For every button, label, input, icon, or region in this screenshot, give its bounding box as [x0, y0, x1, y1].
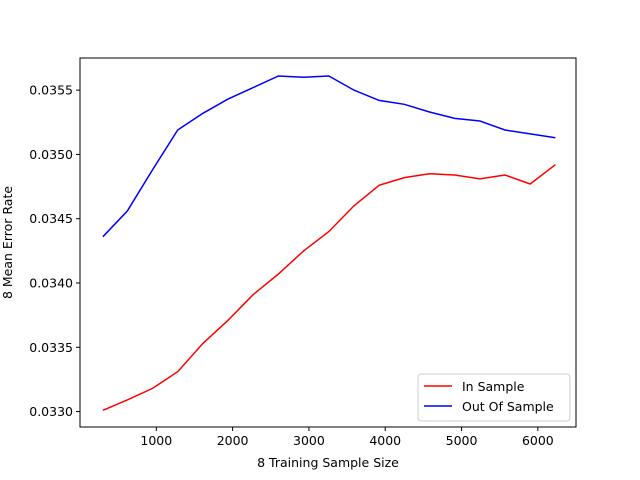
y-tick-label: 0.0340	[29, 276, 73, 291]
y-axis-label: 8 Mean Error Rate	[0, 186, 15, 299]
x-tick-label: 1000	[140, 433, 172, 448]
x-tick-label: 5000	[446, 433, 478, 448]
x-tick-label: 2000	[217, 433, 249, 448]
legend-label: Out Of Sample	[462, 399, 554, 414]
x-tick-label: 4000	[369, 433, 401, 448]
x-axis-label: 8 Training Sample Size	[257, 455, 399, 470]
series-line-out-of-sample	[102, 75, 556, 238]
y-tick-label: 0.0355	[29, 83, 73, 98]
y-tick-label: 0.0350	[29, 147, 73, 162]
y-tick-label: 0.0335	[29, 340, 73, 355]
legend-label: In Sample	[462, 379, 525, 394]
x-tick-label: 3000	[293, 433, 325, 448]
y-tick-label: 0.0330	[29, 404, 73, 419]
series-line-in-sample	[102, 164, 556, 411]
axes-frame	[79, 57, 577, 428]
legend-box	[417, 373, 571, 422]
legend: In Sample Out Of Sample	[417, 373, 571, 422]
plot-area: 1000 2000 3000 4000 5000 6000 0.0330 0.0335 0.03…	[29, 57, 577, 448]
x-tick-label: 6000	[522, 433, 554, 448]
y-tick-label: 0.0345	[29, 211, 73, 226]
